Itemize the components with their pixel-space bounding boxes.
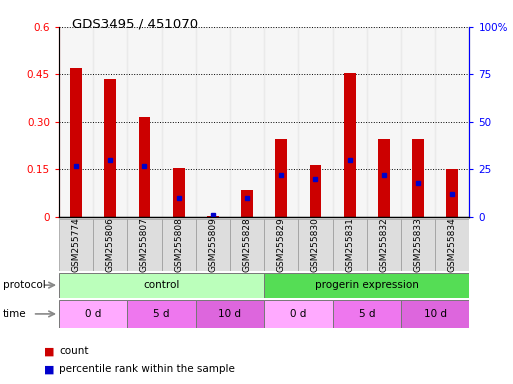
Bar bbox=[299, 219, 332, 271]
Text: GSM255829: GSM255829 bbox=[277, 217, 286, 272]
Bar bbox=[196, 219, 230, 271]
Bar bbox=[344, 73, 356, 217]
Text: GSM255808: GSM255808 bbox=[174, 217, 183, 272]
Bar bbox=[173, 168, 185, 217]
Bar bbox=[59, 219, 93, 271]
Text: ■: ■ bbox=[44, 346, 54, 356]
Bar bbox=[401, 219, 435, 271]
Bar bbox=[378, 139, 390, 217]
Bar bbox=[367, 219, 401, 271]
Text: 10 d: 10 d bbox=[219, 309, 242, 319]
Bar bbox=[446, 169, 458, 217]
Bar bbox=[332, 300, 401, 328]
Bar bbox=[401, 300, 469, 328]
Bar bbox=[127, 300, 196, 328]
Bar bbox=[59, 27, 93, 217]
Bar bbox=[59, 300, 127, 328]
Bar bbox=[162, 219, 196, 271]
Bar bbox=[59, 273, 264, 298]
Text: control: control bbox=[144, 280, 180, 290]
Bar bbox=[299, 27, 332, 217]
Bar bbox=[435, 219, 469, 271]
Text: GSM255834: GSM255834 bbox=[448, 217, 457, 272]
Bar bbox=[127, 219, 162, 271]
Text: 5 d: 5 d bbox=[359, 309, 375, 319]
Bar bbox=[435, 27, 469, 217]
Text: GSM255831: GSM255831 bbox=[345, 217, 354, 272]
Bar bbox=[264, 27, 299, 217]
Text: GSM255833: GSM255833 bbox=[413, 217, 423, 272]
Bar bbox=[367, 27, 401, 217]
Text: GDS3495 / 451070: GDS3495 / 451070 bbox=[72, 17, 198, 30]
Text: ■: ■ bbox=[44, 364, 54, 374]
Bar bbox=[401, 27, 435, 217]
Text: GSM255832: GSM255832 bbox=[380, 217, 388, 272]
Text: GSM255828: GSM255828 bbox=[243, 217, 251, 272]
Bar bbox=[93, 27, 127, 217]
Text: 10 d: 10 d bbox=[424, 309, 447, 319]
Bar bbox=[207, 216, 219, 217]
Text: progerin expression: progerin expression bbox=[315, 280, 419, 290]
Bar bbox=[104, 79, 116, 217]
Bar bbox=[309, 165, 322, 217]
Text: GSM255807: GSM255807 bbox=[140, 217, 149, 272]
Bar bbox=[264, 300, 332, 328]
Text: GSM255774: GSM255774 bbox=[72, 217, 81, 272]
Text: GSM255809: GSM255809 bbox=[208, 217, 218, 272]
Bar bbox=[241, 190, 253, 217]
Bar bbox=[162, 27, 196, 217]
Text: protocol: protocol bbox=[3, 280, 45, 290]
Bar bbox=[70, 68, 82, 217]
Bar bbox=[230, 27, 264, 217]
Bar bbox=[127, 27, 162, 217]
Bar bbox=[93, 219, 127, 271]
Text: 5 d: 5 d bbox=[153, 309, 170, 319]
Bar bbox=[196, 27, 230, 217]
Bar bbox=[412, 139, 424, 217]
Bar bbox=[264, 219, 299, 271]
Bar bbox=[139, 117, 150, 217]
Bar bbox=[264, 273, 469, 298]
Bar bbox=[332, 219, 367, 271]
Text: count: count bbox=[59, 346, 89, 356]
Text: percentile rank within the sample: percentile rank within the sample bbox=[59, 364, 235, 374]
Bar bbox=[275, 139, 287, 217]
Text: GSM255806: GSM255806 bbox=[106, 217, 115, 272]
Text: 0 d: 0 d bbox=[85, 309, 102, 319]
Bar bbox=[196, 300, 264, 328]
Text: 0 d: 0 d bbox=[290, 309, 307, 319]
Text: GSM255830: GSM255830 bbox=[311, 217, 320, 272]
Text: time: time bbox=[3, 309, 26, 319]
Bar bbox=[230, 219, 264, 271]
Bar bbox=[332, 27, 367, 217]
